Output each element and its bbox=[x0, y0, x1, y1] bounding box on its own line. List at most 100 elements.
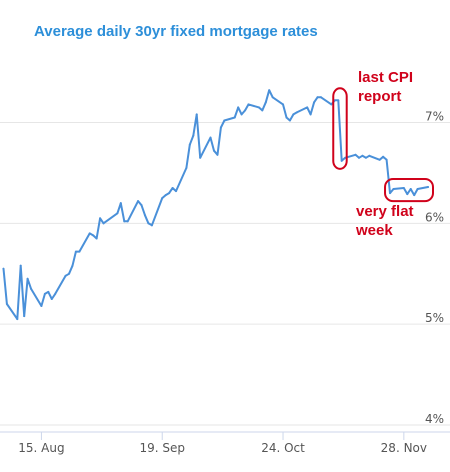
data-point bbox=[392, 188, 395, 191]
data-point bbox=[271, 96, 274, 99]
data-point bbox=[264, 101, 267, 104]
data-point bbox=[216, 153, 219, 156]
data-point bbox=[316, 96, 319, 99]
data-point bbox=[223, 119, 226, 122]
data-point bbox=[240, 113, 243, 116]
data-point bbox=[175, 190, 178, 193]
x-tick-label: 15. Aug bbox=[18, 441, 64, 455]
data-point bbox=[126, 220, 129, 223]
data-point bbox=[354, 153, 357, 156]
data-point bbox=[309, 113, 312, 116]
annotation-label: very flat bbox=[356, 203, 414, 220]
x-axis-ticks: 15. Aug 19. Sep 24. Oct 28. Nov bbox=[18, 432, 427, 455]
data-point bbox=[99, 217, 102, 220]
data-point bbox=[23, 315, 26, 318]
data-point bbox=[68, 272, 71, 275]
data-point bbox=[50, 297, 53, 300]
data-point bbox=[195, 113, 198, 116]
data-point bbox=[361, 154, 364, 157]
data-point bbox=[213, 149, 215, 152]
data-point bbox=[188, 143, 191, 146]
chart-title: Average daily 30yr fixed mortgage rates bbox=[34, 23, 318, 40]
data-point bbox=[102, 222, 105, 225]
annotation-label: week bbox=[355, 222, 393, 239]
data-point bbox=[116, 212, 119, 215]
data-point bbox=[147, 222, 150, 225]
y-tick-label: 5% bbox=[425, 311, 444, 325]
data-point bbox=[282, 103, 285, 106]
data-point bbox=[5, 303, 8, 305]
data-point bbox=[357, 156, 360, 159]
data-point bbox=[209, 136, 212, 139]
data-point bbox=[43, 292, 46, 295]
data-point bbox=[233, 116, 236, 119]
data-point bbox=[164, 194, 167, 197]
data-point bbox=[74, 250, 77, 253]
data-point bbox=[409, 188, 412, 191]
annotation-label: report bbox=[358, 88, 401, 105]
data-point bbox=[92, 234, 95, 237]
data-point bbox=[427, 186, 429, 189]
data-point bbox=[2, 267, 5, 270]
data-point bbox=[54, 292, 57, 295]
data-point bbox=[337, 99, 340, 102]
data-point bbox=[413, 194, 416, 197]
data-point bbox=[16, 318, 19, 321]
data-point bbox=[406, 193, 409, 196]
data-point bbox=[402, 187, 405, 190]
data-point bbox=[385, 158, 388, 161]
data-point bbox=[257, 106, 260, 109]
data-point bbox=[19, 264, 22, 267]
data-point bbox=[78, 250, 81, 253]
data-point bbox=[261, 109, 264, 112]
data-point bbox=[389, 192, 392, 195]
data-point bbox=[88, 232, 91, 235]
data-point bbox=[71, 264, 74, 267]
data-point bbox=[340, 159, 343, 162]
data-point bbox=[47, 290, 50, 293]
data-point bbox=[95, 237, 98, 240]
annotation-box bbox=[384, 178, 434, 203]
data-point bbox=[330, 103, 333, 106]
y-tick-label: 6% bbox=[425, 210, 444, 224]
y-axis-ticks: 4% 5% 6% 7% bbox=[425, 110, 444, 427]
series-group bbox=[2, 89, 429, 321]
data-point bbox=[344, 156, 347, 159]
data-point bbox=[247, 103, 250, 106]
x-tick-label: 19. Sep bbox=[139, 441, 185, 455]
data-point bbox=[219, 126, 222, 129]
data-point bbox=[320, 96, 322, 99]
data-point bbox=[268, 89, 271, 92]
data-point bbox=[378, 158, 381, 161]
data-point bbox=[295, 111, 298, 114]
data-point bbox=[285, 116, 288, 119]
data-point bbox=[306, 106, 309, 109]
data-point bbox=[143, 214, 146, 217]
data-point bbox=[161, 197, 164, 200]
data-point bbox=[368, 154, 371, 157]
x-tick-label: 28. Nov bbox=[381, 441, 427, 455]
data-point bbox=[64, 274, 67, 277]
data-point bbox=[416, 188, 419, 191]
data-point bbox=[333, 99, 336, 102]
data-point bbox=[292, 113, 295, 116]
data-point bbox=[140, 204, 143, 207]
data-point bbox=[168, 192, 171, 195]
annotation-label: last CPI bbox=[358, 69, 413, 86]
annotations: last CPI report very flat week bbox=[332, 69, 434, 239]
data-point bbox=[199, 156, 202, 159]
data-point bbox=[30, 287, 33, 290]
data-point bbox=[123, 220, 126, 223]
data-point bbox=[382, 155, 385, 158]
annotation-box bbox=[332, 87, 348, 170]
data-point bbox=[313, 101, 316, 104]
data-point bbox=[288, 119, 291, 122]
y-tick-label: 7% bbox=[425, 110, 444, 124]
data-point bbox=[244, 109, 247, 112]
data-point bbox=[150, 224, 153, 227]
data-point bbox=[237, 106, 240, 109]
data-point bbox=[137, 200, 140, 203]
data-point bbox=[26, 277, 29, 280]
data-point bbox=[364, 156, 367, 159]
